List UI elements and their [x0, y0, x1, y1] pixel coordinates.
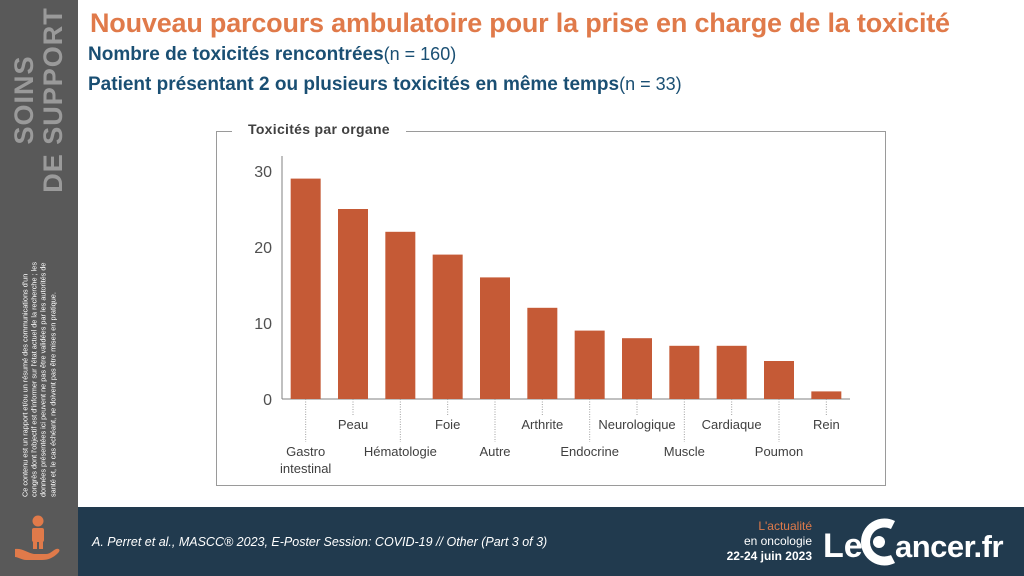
y-tick-label: 30 [254, 164, 272, 181]
x-tick-label: Autre [479, 444, 510, 459]
section-title-line2: DE SUPPORT [38, 7, 68, 193]
x-tick-label: Poumon [755, 444, 803, 459]
chart-title: Toxicités par organe [232, 121, 406, 137]
y-tick-label: 20 [254, 240, 272, 257]
event-dates: 22-24 juin 2023 [726, 549, 812, 563]
x-tick-label: Rein [813, 417, 840, 432]
subtitle-multiple-label: Patient présentant 2 ou plusieurs toxici… [88, 74, 620, 95]
hand-person-icon [15, 515, 60, 560]
bar [574, 330, 605, 399]
subtitle-toxicities: Nombre de toxicités rencontrées(n = 160) [88, 44, 456, 66]
x-tick-label: intestinal [280, 461, 331, 476]
subtitle-toxicities-count: (n = 160) [383, 44, 457, 64]
x-tick-label: Gastro [286, 444, 325, 459]
bar [338, 209, 368, 399]
event-info: L'actualité en oncologie 22-24 juin 2023 [727, 519, 812, 564]
x-tick-label: Neurologique [598, 417, 675, 432]
x-tick-label: Endocrine [560, 444, 619, 459]
logo-c-icon [861, 518, 896, 566]
bar [764, 361, 794, 399]
x-tick-label: Hématologie [364, 444, 437, 459]
footer: A. Perret et al., MASCC® 2023, E-Poster … [78, 507, 1024, 576]
bar [622, 338, 652, 399]
bar [385, 231, 416, 399]
sidebar: SOINS DE SUPPORT Ce contenu est un rappo… [0, 0, 78, 576]
subtitle-toxicities-label: Nombre de toxicités rencontrées [88, 44, 384, 65]
bar [432, 254, 463, 399]
bar [716, 345, 747, 399]
x-tick-label: Cardiaque [702, 417, 762, 432]
disclaimer-text: Ce contenu est un rapport et/ou un résum… [20, 262, 58, 497]
x-tick-label: Foie [435, 417, 460, 432]
subtitle-multiple-count: (n = 33) [619, 74, 682, 94]
event-line1: L'actualité [758, 519, 812, 533]
logo-le: Le [823, 527, 863, 565]
bar [527, 307, 558, 399]
x-tick-label: Muscle [664, 444, 705, 459]
x-tick-label: Arthrite [521, 417, 563, 432]
section-title-line1: SOINS [9, 55, 39, 145]
x-tick-label: Peau [338, 417, 368, 432]
bar-chart: 0 10 20 30 Gastro intestinal Peau Hématologie Fo… [254, 156, 850, 476]
bar [811, 391, 842, 399]
logo-cancer-fr: ancer.fr [895, 529, 1003, 564]
bar [480, 277, 510, 399]
y-tick-label: 10 [254, 316, 272, 333]
citation: A. Perret et al., MASCC® 2023, E-Poster … [92, 535, 548, 549]
page-title: Nouveau parcours ambulatoire pour la pri… [90, 8, 950, 38]
y-tick-label: 0 [263, 392, 272, 409]
chart-frame [216, 131, 886, 486]
event-line2: en oncologie [743, 534, 812, 548]
bar [290, 178, 321, 399]
bar [669, 345, 700, 399]
lecancer-logo[interactable]: Le ancer.fr [823, 515, 1023, 569]
subtitle-multiple: Patient présentant 2 ou plusieurs toxici… [88, 74, 682, 96]
